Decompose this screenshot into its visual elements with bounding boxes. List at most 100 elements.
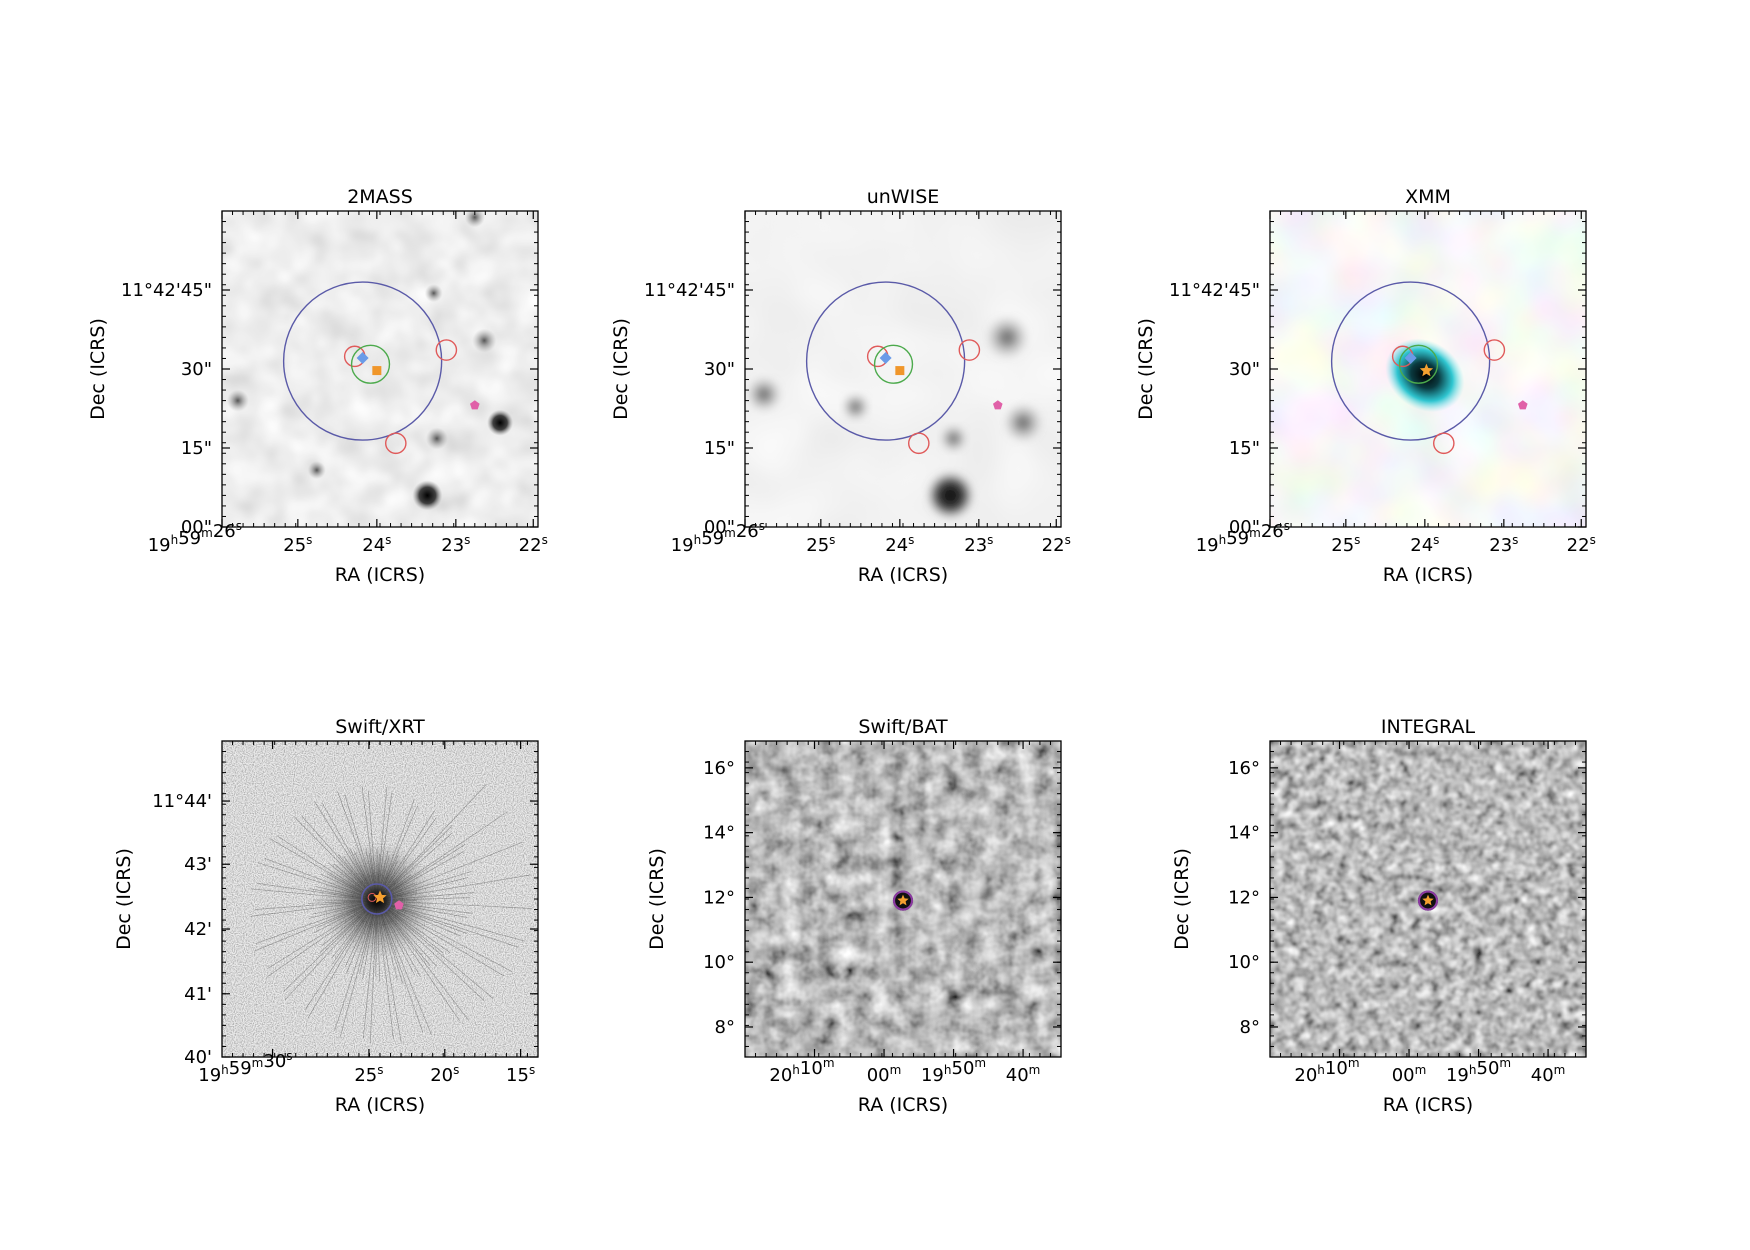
- panel-title: Swift/BAT: [858, 716, 948, 738]
- ra-tick-label: 20h10m: [769, 1056, 834, 1086]
- counterpart-square: [372, 366, 382, 376]
- counterpart-pentagon: [993, 400, 1003, 410]
- x-axis-label: RA (ICRS): [335, 1094, 425, 1116]
- ra-tick-label: 19h50m: [1446, 1056, 1511, 1086]
- y-axis-label: Dec (ICRS): [610, 318, 632, 420]
- x-axis-label: RA (ICRS): [1383, 564, 1473, 586]
- counterpart-circle-red: [1432, 432, 1455, 455]
- dec-tick-label: 30": [181, 359, 212, 380]
- dec-tick-label: 00": [704, 517, 735, 538]
- ra-tick-label: 19h50m: [921, 1056, 986, 1086]
- ra-tick-label: 24s: [362, 533, 391, 556]
- counterpart-circle-green: [350, 344, 391, 384]
- ra-tick-label: 24s: [885, 533, 914, 556]
- dec-tick-label: 40': [184, 1047, 212, 1068]
- marker-overlay: [282, 281, 480, 455]
- dec-tick-label: 8°: [1240, 1017, 1260, 1038]
- x-ray-source: [1385, 338, 1465, 413]
- minor-ticks: [744, 210, 1062, 528]
- ra-tick-label: 00m: [1392, 1063, 1427, 1086]
- ra-tick-label: 25s: [806, 533, 835, 556]
- panel-swift-xrt: 19h59m30s 25s 20s 15s 40' 41' 42' 43' 11°44' Swif…: [113, 716, 539, 1116]
- counterpart-pentagon: [470, 400, 480, 410]
- ra-tick-label: 40m: [1531, 1063, 1566, 1086]
- y-axis-label: Dec (ICRS): [87, 318, 109, 420]
- panel-title: XMM: [1405, 186, 1451, 208]
- dec-tick-label: 42': [184, 919, 212, 940]
- marker-overlay: [805, 281, 1003, 455]
- marker-overlay: [892, 890, 914, 911]
- ra-tick-label: 22s: [519, 533, 548, 556]
- dec-tick-label: 10°: [1228, 952, 1260, 973]
- y-axis-label: Dec (ICRS): [646, 848, 668, 950]
- counterpart-pentagon: [1518, 400, 1528, 410]
- dec-tick-label: 30": [704, 359, 735, 380]
- star-source: [307, 461, 326, 480]
- dec-tick-label: 14°: [1228, 823, 1260, 844]
- marker-overlay: [1417, 890, 1439, 911]
- dec-tick-label: 11°42'45": [1169, 280, 1260, 301]
- star-source: [226, 389, 249, 412]
- dec-tick-label: 16°: [703, 758, 735, 779]
- dec-tick-label: 8°: [715, 1017, 735, 1038]
- positional-error-circle: [361, 883, 393, 915]
- counterpart-circle-green: [873, 344, 914, 384]
- counterpart-circle-red: [907, 432, 930, 455]
- y-axis-label: Dec (ICRS): [1135, 318, 1157, 420]
- panel-integral: 20h10m 00m 19h50m 40m 8° 10° 12° 14° 16° INTEGRAL…: [1171, 716, 1587, 1116]
- sky-image: [222, 211, 538, 527]
- star-source: [1003, 402, 1044, 443]
- minor-ticks: [221, 210, 539, 528]
- dec-tick-label: 41': [184, 984, 212, 1005]
- counterpart-square: [895, 366, 905, 376]
- ra-tick-label: 00m: [867, 1063, 902, 1086]
- dec-tick-label: 12°: [703, 887, 735, 908]
- positional-error-circle: [892, 890, 914, 911]
- ra-tick-label: 25s: [354, 1063, 383, 1086]
- ra-tick-label: 15s: [506, 1063, 535, 1086]
- star-source: [939, 424, 968, 453]
- panel-2mass: 19h59m26s 25s 24s 23s 22s 00" 15" 30" 11°42'45" 2…: [87, 186, 548, 586]
- panel-title: Swift/XRT: [335, 716, 425, 738]
- ra-tick-label: 23s: [964, 533, 993, 556]
- positional-error-circle: [1330, 281, 1491, 441]
- ra-tick-label: 19h59m26s: [1196, 519, 1290, 556]
- star-source: [841, 392, 870, 421]
- ra-tick-label: 20s: [430, 1063, 459, 1086]
- x-axis-label: RA (ICRS): [1383, 1094, 1473, 1116]
- y-axis-label: Dec (ICRS): [113, 848, 135, 950]
- counterpart-diamond: [356, 351, 369, 364]
- ra-tick-label: 24s: [1410, 533, 1439, 556]
- counterpart-circle-red: [384, 432, 407, 455]
- ra-tick-label: 19h59m26s: [148, 519, 242, 556]
- source-star: [1419, 363, 1434, 377]
- dec-tick-label: 11°44': [152, 791, 212, 812]
- y-axis-label: Dec (ICRS): [1171, 848, 1193, 950]
- counterpart-circle-green: [1398, 344, 1439, 384]
- panel-title: 2MASS: [347, 186, 413, 208]
- ra-tick-label: 20h10m: [1294, 1056, 1359, 1086]
- dec-tick-label: 30": [1229, 359, 1260, 380]
- star-source: [464, 211, 485, 228]
- dec-tick-label: 15": [181, 438, 212, 459]
- star-source: [412, 480, 443, 511]
- counterpart-pentagon: [394, 900, 404, 910]
- ra-tick-label: 25s: [283, 533, 312, 556]
- panel-title: INTEGRAL: [1381, 716, 1476, 738]
- counterpart-circle-red: [435, 339, 458, 361]
- dec-tick-label: 43': [184, 854, 212, 875]
- x-axis-label: RA (ICRS): [858, 1094, 948, 1116]
- ra-tick-label: 23s: [441, 533, 470, 556]
- star-source: [424, 284, 443, 303]
- ra-tick-label: 25s: [1331, 533, 1360, 556]
- marker-overlay: [1330, 281, 1528, 455]
- star-source: [985, 315, 1030, 360]
- x-axis-label: RA (ICRS): [335, 564, 425, 586]
- counterpart-diamond: [1404, 351, 1417, 364]
- ra-tick-label: 22s: [1042, 533, 1071, 556]
- positional-error-circle: [805, 281, 966, 441]
- ra-tick-label: 19h59m30s: [198, 1049, 292, 1086]
- counterpart-diamond: [879, 351, 892, 364]
- ra-tick-label: 22s: [1567, 533, 1596, 556]
- panel-swift-bat: 20h10m 00m 19h50m 40m 8° 10° 12° 14° 16° Swift/BA…: [646, 716, 1062, 1116]
